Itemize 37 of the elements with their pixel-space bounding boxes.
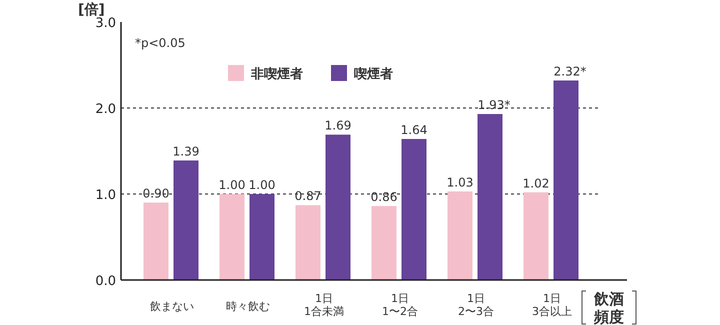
x-tick-label: 1日 1合未満 <box>304 292 344 318</box>
data-label: 1.00 <box>218 178 246 192</box>
data-label: 1.00 <box>248 178 276 192</box>
x-tick-label: 1日 1〜2合 <box>382 292 418 318</box>
bar <box>554 80 578 280</box>
bar <box>174 160 198 280</box>
data-label: 1.03 <box>446 175 474 190</box>
legend-label: 喫煙者 <box>354 67 393 82</box>
y-tick-label: 0.0 <box>95 274 116 289</box>
x-tick-label: 飲まない <box>150 300 194 313</box>
bar <box>326 134 350 280</box>
legend-label: 非喫煙者 <box>250 67 303 82</box>
data-label: 1.64 <box>400 122 428 137</box>
bar <box>220 194 244 280</box>
annotation: *p<0.05 <box>135 36 186 50</box>
x-tick-label: 1日 3合以上 <box>532 292 572 318</box>
bar <box>402 138 426 280</box>
x-tick-label: 時々飲む <box>226 300 270 313</box>
bar <box>478 114 502 280</box>
bar <box>448 191 472 280</box>
bar <box>144 202 168 280</box>
bar <box>372 206 396 280</box>
bar <box>250 194 274 280</box>
data-label: 1.39 <box>172 144 200 158</box>
y-tick-label: 1.0 <box>95 188 116 203</box>
data-label: 1.69 <box>324 118 352 133</box>
x-axis-title: 飲酒頻度 <box>593 290 624 325</box>
bar <box>524 192 548 280</box>
data-label: 0.86 <box>370 190 398 204</box>
y-axis-title: [倍] <box>78 1 105 18</box>
bar <box>296 205 320 280</box>
y-tick-label: 3.0 <box>95 16 116 31</box>
x-tick-label: 1日 2〜3合 <box>458 292 494 318</box>
data-label: 0.87 <box>294 189 322 204</box>
data-label: 1.02 <box>522 176 550 190</box>
data-label: 2.32* <box>554 64 586 78</box>
y-tick-label: 2.0 <box>95 102 116 117</box>
